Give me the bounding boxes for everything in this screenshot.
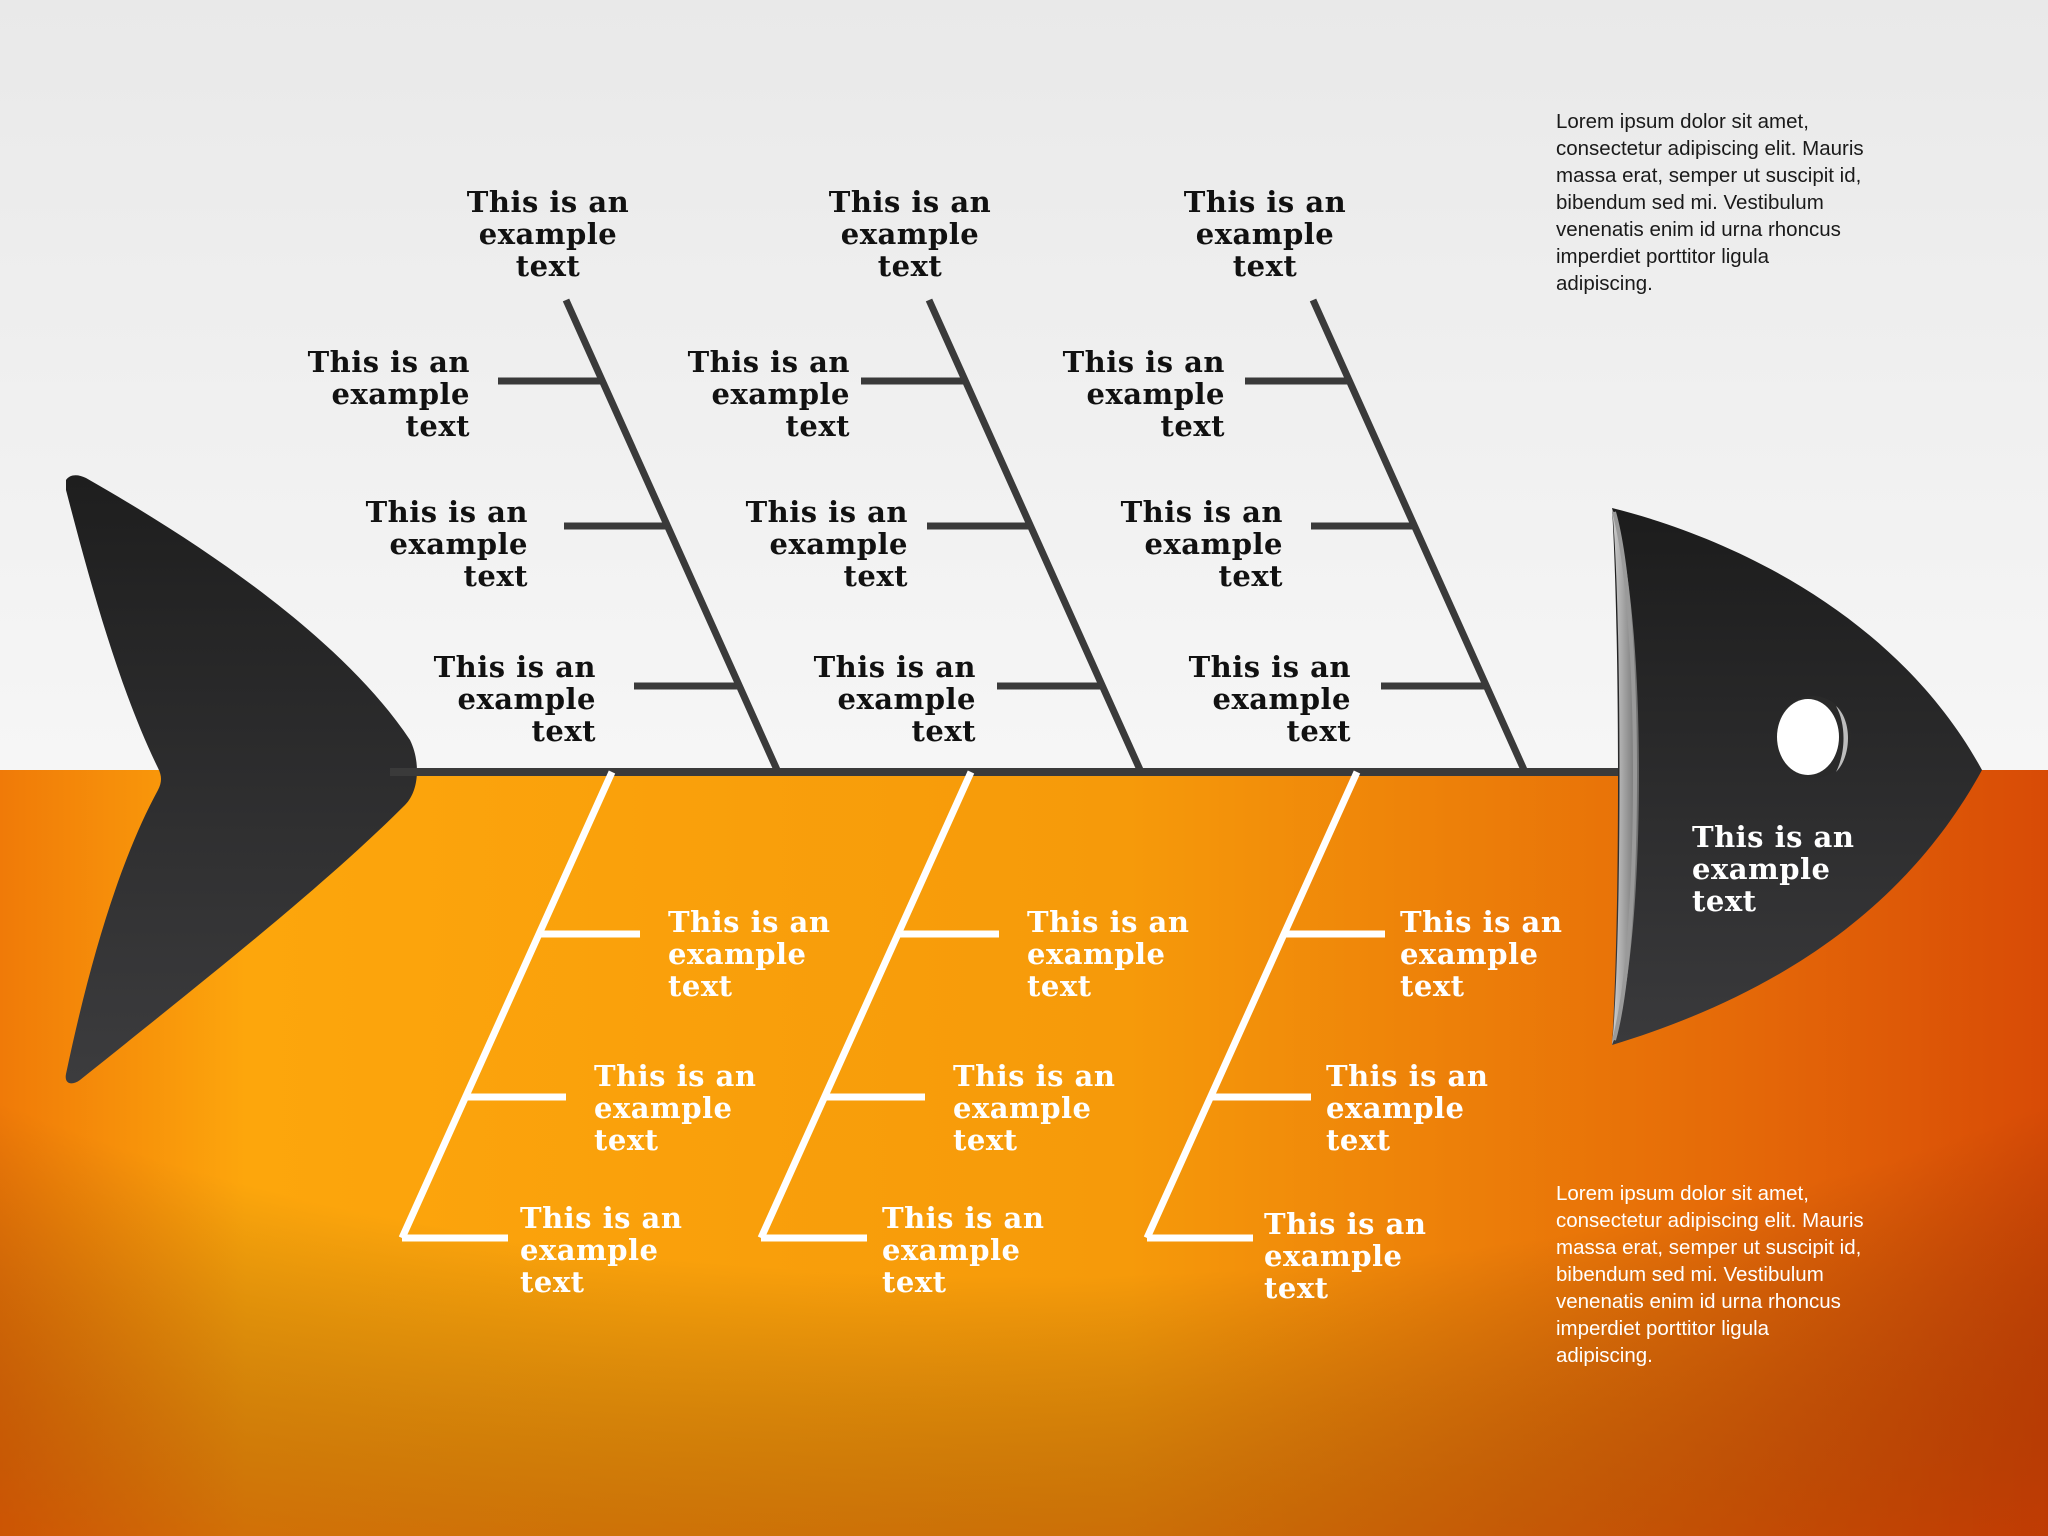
upper-2-branch-3-label: This is an example text [813, 650, 976, 748]
upper-3-branch-3-label: This is an example text [1188, 650, 1351, 748]
upper-1-top-label: This is an example text [466, 185, 630, 283]
lower-2-branch-3-label: This is an example text [882, 1201, 1045, 1299]
eye-white [1777, 699, 1839, 775]
lower-1-branch-3-label: This is an example text [520, 1201, 683, 1299]
upper-2-top-label: This is an example text [828, 185, 992, 283]
lower-bone-1 [398, 770, 616, 1240]
lower-2-branch-2-label: This is an example text [953, 1059, 1116, 1157]
lower-1-branch-2-label: This is an example text [594, 1059, 757, 1157]
upper-3-branch-2-label: This is an example text [1120, 495, 1283, 593]
eye-shade [1836, 706, 1848, 772]
lower-bone-3 [1143, 770, 1361, 1240]
paragraph-bottom: Lorem ipsum dolor sit amet, consectetur … [1556, 1182, 1864, 1367]
upper-3-top-label: This is an example text [1183, 185, 1347, 283]
tail-fin [65, 475, 417, 1084]
upper-1-branch-1-label: This is an example text [307, 345, 470, 443]
upper-2-branch-1-label: This is an example text [687, 345, 850, 443]
paragraph-top: Lorem ipsum dolor sit amet, consectetur … [1556, 110, 1864, 295]
upper-1-branch-2-label: This is an example text [365, 495, 528, 593]
head-label: This is an example text [1692, 820, 1855, 918]
lower-2-branch-1-label: This is an example text [1027, 905, 1190, 1003]
upper-bones [498, 298, 1529, 774]
lower-bone-2 [757, 770, 975, 1240]
lower-1-branch-1-label: This is an example text [668, 905, 831, 1003]
lower-3-branch-1-label: This is an example text [1400, 905, 1563, 1003]
lower-3-branch-2-label: This is an example text [1326, 1059, 1489, 1157]
upper-2-branch-2-label: This is an example text [745, 495, 908, 593]
lower-bones [398, 770, 1385, 1242]
lower-3-branch-3-label: This is an example text [1264, 1207, 1427, 1305]
upper-1-branch-3-label: This is an example text [433, 650, 596, 748]
upper-3-branch-1-label: This is an example text [1062, 345, 1225, 443]
fish-head [1612, 508, 1982, 1045]
gill-line [1612, 511, 1637, 1041]
